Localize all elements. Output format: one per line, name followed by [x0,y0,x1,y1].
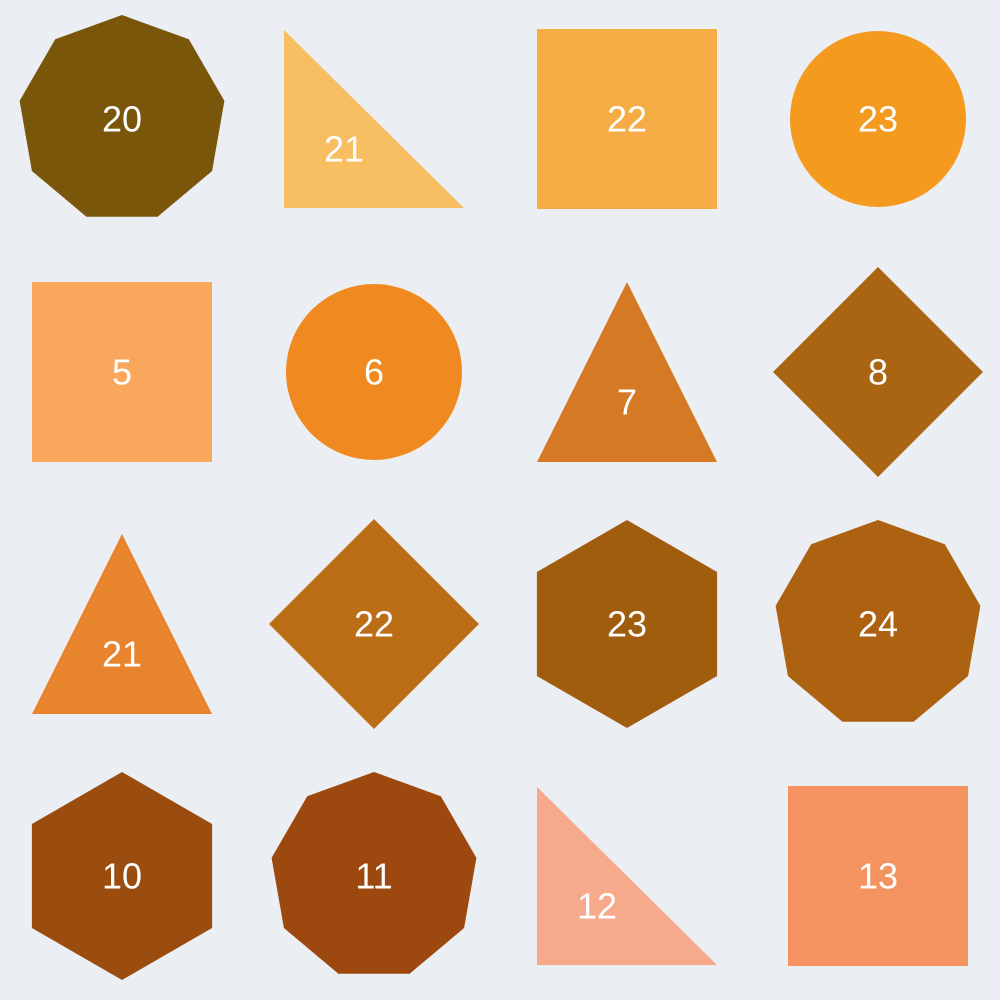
circle-23[interactable] [790,31,966,207]
nonagon-11[interactable] [271,772,477,974]
hexagon-10[interactable] [31,772,213,980]
circle-6[interactable] [286,284,462,460]
diamond-22[interactable] [269,519,479,729]
triangle-21[interactable] [32,534,212,714]
shape-label-square-22: 22 [607,99,647,140]
nonagon-20[interactable] [19,15,225,217]
shape-label-square-5: 5 [112,352,132,393]
square-13[interactable] [788,786,968,966]
diamond-8[interactable] [773,267,983,477]
nonagon-24[interactable] [775,520,981,722]
right-triangle-12[interactable] [537,787,717,965]
shape-label-triangle-7: 7 [617,382,637,423]
shape-label-right-triangle-12: 12 [577,886,617,927]
right-triangle-21[interactable] [284,30,464,208]
shape-label-hexagon-10: 10 [102,856,142,897]
shape-label-right-triangle-21: 21 [324,129,364,170]
shape-label-circle-23: 23 [858,99,898,140]
shape-label-triangle-21: 21 [102,634,142,675]
shape-label-nonagon-11: 11 [355,856,392,897]
shape-label-hexagon-23: 23 [607,604,647,645]
shape-label-circle-6: 6 [364,352,384,393]
square-22[interactable] [537,29,717,209]
shape-label-nonagon-24: 24 [858,604,898,645]
shape-label-diamond-8: 8 [868,352,888,393]
hexagon-23[interactable] [536,520,718,728]
square-5[interactable] [32,282,212,462]
shape-label-square-13: 13 [858,856,898,897]
triangle-7[interactable] [537,282,717,462]
shape-label-nonagon-20: 20 [102,99,142,140]
shape-label-diamond-22: 22 [354,604,394,645]
